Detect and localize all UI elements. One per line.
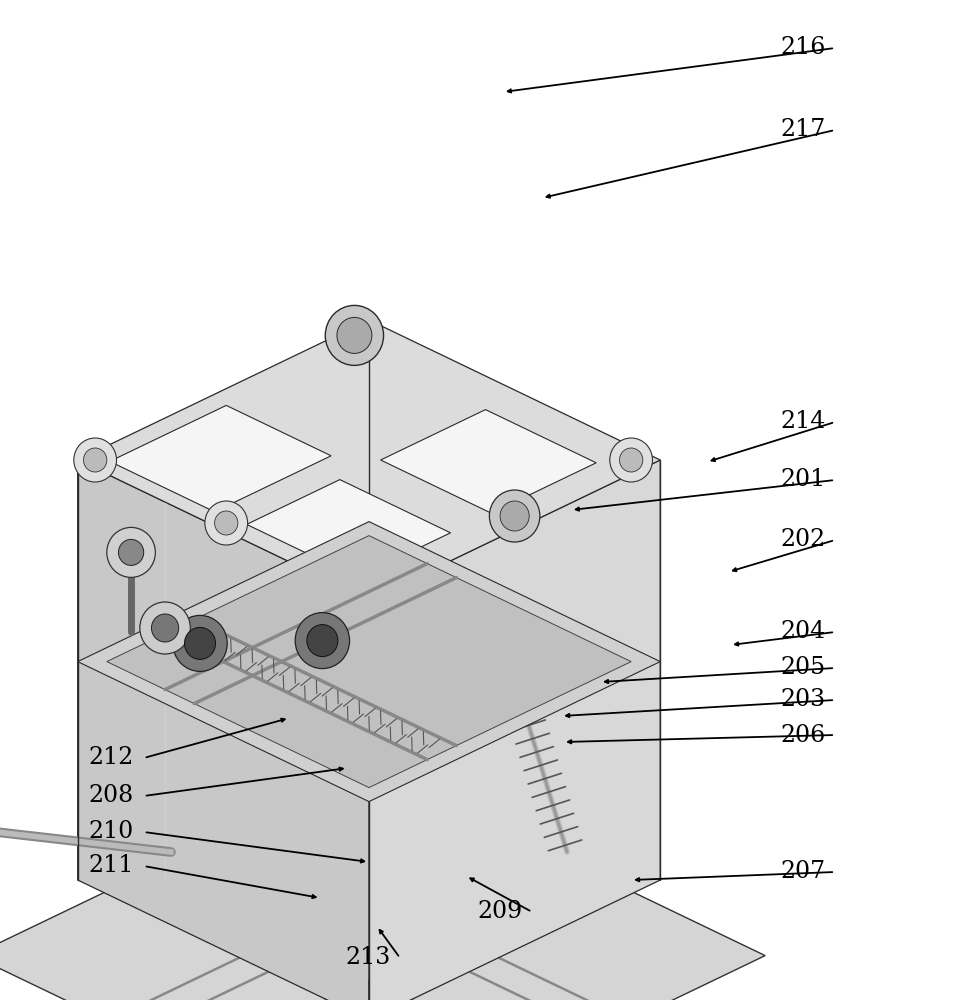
Text: 203: 203 [781,688,825,711]
Circle shape [352,577,375,601]
Polygon shape [110,405,331,512]
Polygon shape [78,320,660,600]
Text: 210: 210 [88,820,134,843]
Text: 212: 212 [88,746,134,770]
Text: 214: 214 [780,410,825,433]
Text: 201: 201 [780,468,825,491]
Circle shape [107,527,155,577]
Circle shape [74,438,117,482]
Circle shape [184,627,216,659]
Polygon shape [247,480,451,578]
Circle shape [205,501,248,545]
Text: 209: 209 [477,901,522,924]
Text: 205: 205 [781,657,825,680]
Polygon shape [107,536,631,788]
Text: 213: 213 [345,946,390,969]
Circle shape [215,511,238,535]
Text: 206: 206 [780,724,825,746]
Polygon shape [0,765,765,1000]
Circle shape [619,448,643,472]
Circle shape [307,625,338,657]
Circle shape [140,602,190,654]
Text: 204: 204 [780,620,825,644]
Text: 217: 217 [780,118,825,141]
Circle shape [118,539,144,565]
Text: 208: 208 [88,784,134,808]
Circle shape [173,615,227,671]
Circle shape [295,613,350,669]
Circle shape [500,501,529,531]
Circle shape [151,614,179,642]
Polygon shape [381,410,596,513]
Polygon shape [78,460,369,1000]
Circle shape [84,448,107,472]
Circle shape [325,305,384,365]
Text: 211: 211 [88,854,134,878]
Circle shape [342,567,385,611]
Circle shape [489,490,540,542]
Text: 202: 202 [780,528,825,552]
Polygon shape [369,460,660,1000]
Circle shape [610,438,653,482]
Text: 207: 207 [781,860,825,884]
Text: 216: 216 [780,36,825,60]
Circle shape [337,317,372,353]
Polygon shape [78,522,660,802]
